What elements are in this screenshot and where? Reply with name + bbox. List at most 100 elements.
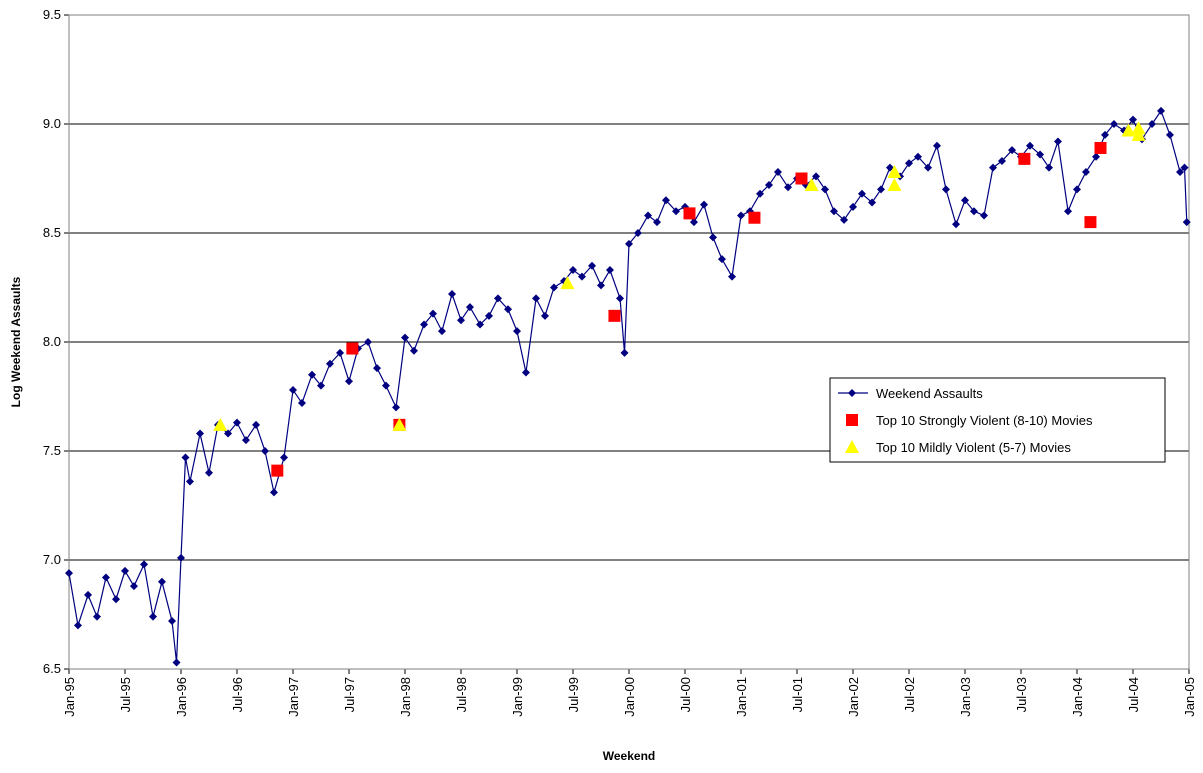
data-point	[280, 453, 289, 462]
x-tick-label: Jul-99	[566, 677, 581, 712]
data-point	[345, 377, 353, 386]
y-tick-label: 8.5	[43, 225, 61, 240]
data-point	[84, 590, 93, 599]
x-tick-label: Jul-03	[1014, 677, 1029, 712]
data-point	[181, 453, 190, 462]
y-tick-label: 7.0	[43, 552, 61, 567]
data-point	[784, 183, 793, 192]
data-point	[608, 309, 621, 322]
data-point	[857, 189, 866, 198]
data-point	[140, 560, 149, 569]
data-point	[868, 198, 877, 207]
y-tick-label: 8.0	[43, 334, 61, 349]
data-point	[448, 290, 457, 299]
data-point	[317, 381, 325, 390]
x-tick-label: Jan-99	[510, 677, 525, 717]
data-point	[625, 239, 633, 248]
data-point	[709, 233, 717, 242]
data-point	[213, 417, 228, 431]
data-point	[1081, 167, 1090, 176]
data-point	[672, 207, 681, 216]
data-point	[1182, 218, 1191, 227]
data-point	[297, 399, 306, 408]
data-point	[93, 612, 101, 621]
data-point	[773, 167, 782, 176]
data-point	[261, 447, 269, 455]
data-point	[961, 196, 969, 205]
data-point	[620, 348, 629, 357]
legend-label: Top 10 Mildly Violent (5-7) Movies	[876, 440, 1071, 455]
data-point	[605, 266, 614, 275]
x-tick-label: Jan-02	[846, 677, 861, 717]
data-point	[513, 327, 521, 336]
data-point	[569, 266, 577, 275]
data-point	[1018, 152, 1031, 165]
x-tick-label: Jul-97	[342, 677, 357, 712]
data-point	[224, 429, 233, 438]
data-point	[149, 612, 157, 621]
data-point	[795, 172, 808, 185]
data-point	[804, 178, 819, 192]
data-point	[101, 573, 110, 582]
data-point	[997, 157, 1006, 166]
data-point	[1109, 120, 1118, 128]
data-point	[1073, 185, 1081, 194]
data-point	[887, 164, 902, 178]
data-point	[373, 364, 381, 373]
x-tick-label: Jan-98	[398, 677, 413, 717]
data-point	[952, 220, 961, 229]
data-point	[560, 276, 575, 290]
data-point	[1036, 150, 1045, 159]
data-point	[252, 420, 261, 429]
data-point	[748, 211, 761, 224]
data-point	[1084, 216, 1097, 229]
data-point	[1129, 115, 1137, 124]
x-tick-label: Jan-05	[1182, 677, 1197, 717]
data-point	[121, 566, 129, 575]
data-point	[1131, 121, 1146, 135]
data-point	[989, 163, 997, 172]
data-point	[420, 320, 429, 329]
legend-marker	[845, 440, 859, 453]
x-tick-label: Jan-03	[958, 677, 973, 717]
data-point	[1165, 130, 1174, 139]
data-point	[765, 181, 773, 190]
data-point	[644, 211, 653, 220]
data-point	[504, 305, 513, 314]
data-point	[269, 488, 278, 497]
data-point	[381, 381, 390, 390]
legend-label: Top 10 Strongly Violent (8-10) Movies	[876, 413, 1093, 428]
data-point	[129, 582, 138, 591]
x-tick-label: Jul-00	[678, 677, 693, 712]
data-point	[1176, 167, 1185, 176]
data-point	[289, 385, 297, 394]
data-point	[172, 658, 181, 667]
data-point	[1121, 123, 1136, 137]
data-point	[457, 316, 465, 325]
x-axis-title: Weekend	[603, 749, 655, 763]
data-point	[887, 178, 902, 192]
data-point	[577, 272, 586, 281]
data-point	[549, 283, 558, 292]
x-tick-label: Jul-95	[118, 677, 133, 712]
data-point	[485, 311, 493, 320]
data-point	[65, 569, 73, 578]
data-point	[271, 464, 284, 477]
y-tick-label: 7.5	[43, 443, 61, 458]
y-axis-title: Log Weekend Assaults	[9, 276, 23, 407]
data-point	[1157, 106, 1165, 115]
x-tick-label: Jan-01	[734, 677, 749, 717]
data-point	[840, 215, 849, 224]
data-point	[401, 333, 409, 342]
x-tick-label: Jul-01	[790, 677, 805, 712]
data-point	[728, 272, 737, 281]
data-point	[241, 436, 250, 445]
x-tick-label: Jul-98	[454, 677, 469, 712]
data-point	[661, 196, 670, 205]
data-point	[616, 294, 625, 303]
x-tick-label: Jul-96	[230, 677, 245, 712]
data-point	[346, 342, 359, 355]
x-tick-label: Jan-04	[1070, 677, 1085, 717]
x-tick-label: Jan-96	[174, 677, 189, 717]
